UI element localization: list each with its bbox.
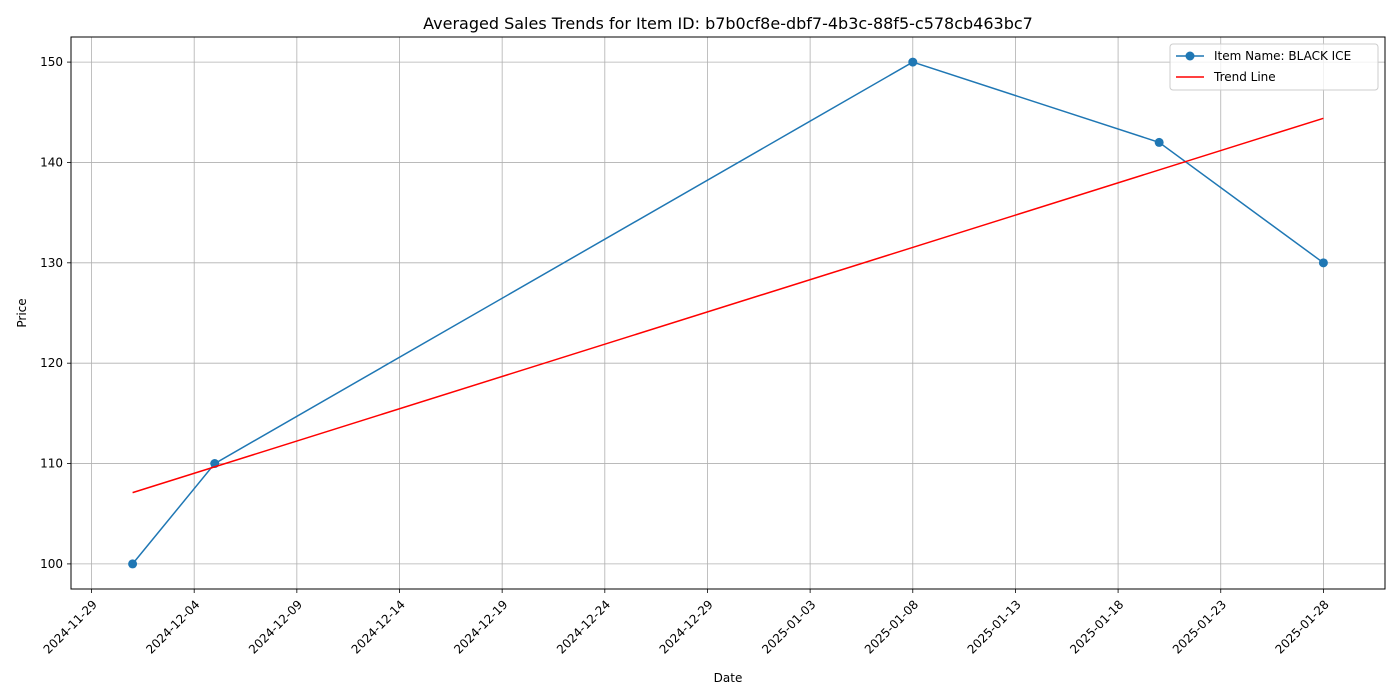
legend-marker-series-1	[1185, 51, 1195, 61]
legend-box	[1169, 43, 1379, 91]
legend: Item Name: BLACK ICE Trend Line	[1169, 43, 1379, 91]
legend-label-series-2: Trend Line	[1213, 70, 1276, 84]
x-axis-label: Date	[714, 671, 743, 685]
y-axis: 100 110 120 130 140 150	[40, 55, 71, 571]
data-point	[1318, 258, 1328, 268]
y-tick-label: 140	[40, 155, 63, 169]
data-point	[1154, 137, 1164, 147]
series-line-2	[132, 117, 1324, 494]
y-axis-label: Price	[15, 298, 29, 327]
y-tick-label: 150	[40, 55, 63, 69]
plot-frame	[70, 36, 1386, 590]
y-tick-label: 120	[40, 356, 63, 370]
y-tick-label: 110	[40, 457, 63, 471]
legend-label-series-1: Item Name: BLACK ICE	[1214, 49, 1351, 63]
series-layer	[128, 57, 1328, 569]
y-tick-label: 130	[40, 256, 63, 270]
data-point	[128, 559, 138, 569]
data-point	[908, 57, 918, 67]
chart-title: Averaged Sales Trends for Item ID: b7b0c…	[423, 14, 1033, 33]
y-tick-label: 100	[40, 557, 63, 571]
